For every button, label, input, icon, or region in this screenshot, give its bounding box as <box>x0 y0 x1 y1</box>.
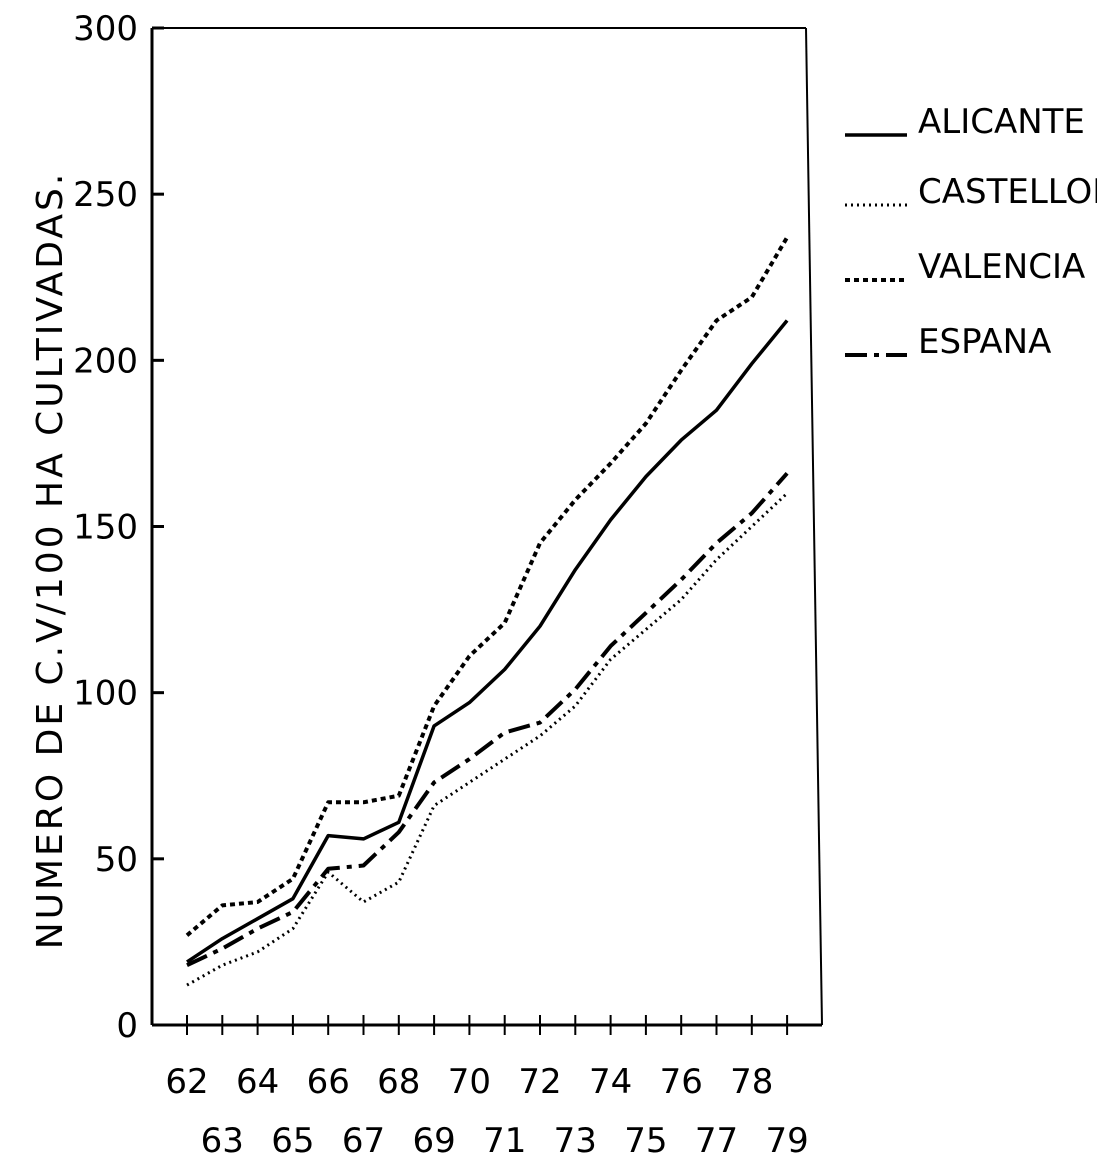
y-tick-label: 150 <box>73 508 138 548</box>
series-lines <box>185 236 789 987</box>
x-tick-label: 78 <box>730 1062 773 1102</box>
x-tick-label: 79 <box>765 1121 808 1160</box>
y-tick-label: 250 <box>73 175 138 215</box>
y-axis-title: NUMERO DE C.V/100 HA CULTIVADAS. <box>30 171 71 950</box>
x-tick-label: 62 <box>165 1062 208 1102</box>
x-tick-label: 66 <box>307 1062 350 1102</box>
series-line-espana <box>186 471 789 968</box>
x-tick-label: 67 <box>342 1121 385 1160</box>
x-tick-label: 64 <box>236 1062 279 1102</box>
y-tick-label: 200 <box>73 341 138 381</box>
x-tick-label: 75 <box>624 1121 667 1160</box>
x-tick-label: 73 <box>554 1121 597 1160</box>
x-tick-label: 70 <box>448 1062 491 1102</box>
x-tick-label: 65 <box>271 1121 314 1160</box>
y-axis: 0 50 100 150 200 250 300 <box>73 9 823 1046</box>
legend-label-espana: ESPANA <box>918 322 1051 362</box>
x-tick-label: 69 <box>412 1121 455 1160</box>
legend-label-valencia: VALENCIA <box>918 247 1085 287</box>
y-tick-label: 300 <box>73 9 138 49</box>
y-tick-label: 50 <box>95 840 138 880</box>
x-axis: 62 63 64 65 66 67 68 69 70 71 72 73 74 75 76 77 78 79 <box>152 1015 822 1160</box>
x-tick-label: 63 <box>201 1121 244 1160</box>
legend: ALICANTE CASTELLON VALENCIA ESPANA <box>845 102 1097 362</box>
x-tick-label: 77 <box>695 1121 738 1160</box>
series-line-alicante <box>186 319 789 964</box>
legend-label-alicante: ALICANTE <box>918 102 1085 142</box>
x-tick-label: 72 <box>518 1062 561 1102</box>
x-tick-label: 76 <box>660 1062 703 1102</box>
x-tick-label: 74 <box>589 1062 632 1102</box>
legend-label-castellon: CASTELLON <box>918 172 1097 212</box>
x-tick-label: 68 <box>377 1062 420 1102</box>
y-tick-label: 0 <box>116 1006 138 1046</box>
y-tick-label: 100 <box>73 674 138 714</box>
plot-right-border <box>805 27 823 1026</box>
series-line-valencia <box>185 236 789 937</box>
series-line-castellon <box>186 492 789 987</box>
x-tick-label: 71 <box>483 1121 526 1160</box>
